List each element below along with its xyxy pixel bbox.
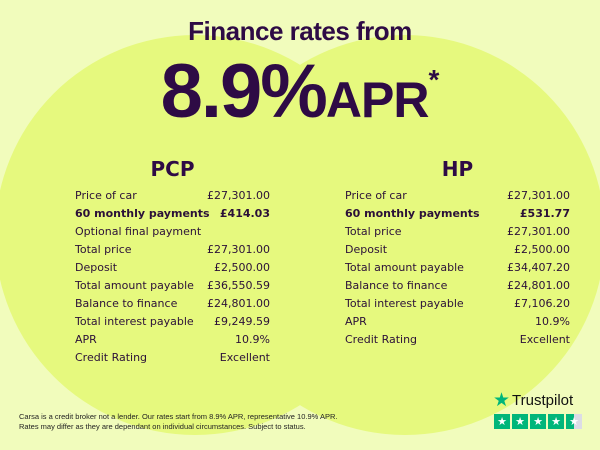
table-row: 60 monthly payments £414.03 [75, 205, 270, 223]
table-row: Price of car £27,301.00 [75, 187, 270, 205]
row-value: £34,407.20 [507, 261, 570, 274]
row-value: £414.03 [219, 207, 270, 220]
row-label: Credit Rating [75, 351, 148, 364]
star-icon: ★ [548, 414, 564, 429]
star-icon: ★ [512, 414, 528, 429]
star-icon: ★ [530, 414, 546, 429]
background-circle-right [205, 35, 600, 435]
row-value: £27,301.00 [207, 189, 270, 202]
row-label: Total price [345, 225, 402, 238]
row-label: APR [345, 315, 367, 328]
row-label: Total interest payable [345, 297, 464, 310]
row-label: 60 monthly payments [345, 207, 480, 220]
pcp-table: PCP Price of car £27,301.00 60 monthly pay… [75, 155, 270, 367]
trustpilot-rating: ★ ★ ★ ★ ★ [494, 414, 582, 429]
table-row: Total price £27,301.00 [75, 241, 270, 259]
table-row: Total amount payable £36,550.59 [75, 277, 270, 295]
star-icon: ★ [494, 414, 510, 429]
table-row: Deposit £2,500.00 [75, 259, 270, 277]
table-row: APR 10.9% [345, 313, 570, 331]
row-value: £531.77 [519, 207, 570, 220]
disclaimer: Carsa is a credit broker not a lender. O… [19, 412, 337, 432]
row-value: £24,801.00 [507, 279, 570, 292]
rate-display: 8.9%APR* [0, 48, 600, 135]
row-value: Excellent [519, 333, 570, 346]
row-label: Total amount payable [345, 261, 464, 274]
hp-title: HP [441, 157, 474, 181]
row-value: £36,550.59 [207, 279, 270, 292]
pcp-title: PCP [150, 157, 195, 181]
row-label: 60 monthly payments [75, 207, 210, 220]
table-row: Balance to finance £24,801.00 [345, 277, 570, 295]
row-value: £27,301.00 [207, 243, 270, 256]
row-value: Excellent [219, 351, 270, 364]
star-icon: ★ [493, 390, 511, 411]
table-row: Optional final payment [75, 223, 270, 241]
table-row: 60 monthly payments £531.77 [345, 205, 570, 223]
trustpilot-badge[interactable]: ★ Trustpilot ★ ★ ★ ★ ★ [493, 389, 582, 429]
disclaimer-line: Rates may differ as they are dependant o… [19, 422, 306, 431]
headline: Finance rates from [188, 16, 412, 46]
row-value: 10.9% [535, 315, 570, 328]
table-row: Total interest payable £9,249.59 [75, 313, 270, 331]
row-label: Optional final payment [75, 225, 202, 238]
table-row: Credit Rating Excellent [75, 349, 270, 367]
hp-table: HP Price of car £27,301.00 60 monthly paym… [345, 155, 570, 349]
row-value: £27,301.00 [507, 225, 570, 238]
row-value: £9,249.59 [214, 315, 270, 328]
row-label: APR [75, 333, 97, 346]
rate-unit: APR [325, 72, 430, 128]
table-row: Price of car £27,301.00 [345, 187, 570, 205]
table-row: Credit Rating Excellent [345, 331, 570, 349]
row-label: Total interest payable [75, 315, 194, 328]
star-icon: ★ [566, 414, 582, 429]
row-label: Deposit [75, 261, 118, 274]
row-label: Total price [75, 243, 132, 256]
table-row: Balance to finance £24,801.00 [75, 295, 270, 313]
table-row: Total interest payable £7,106.20 [345, 295, 570, 313]
rate-footnote-mark: * [428, 64, 440, 95]
table-row: Total amount payable £34,407.20 [345, 259, 570, 277]
row-value: 10.9% [235, 333, 270, 346]
row-label: Deposit [345, 243, 388, 256]
row-label: Total amount payable [75, 279, 194, 292]
row-label: Credit Rating [345, 333, 418, 346]
disclaimer-line: Carsa is a credit broker not a lender. O… [19, 412, 338, 421]
row-value: £2,500.00 [514, 243, 570, 256]
table-row: Total price £27,301.00 [345, 223, 570, 241]
row-label: Balance to finance [345, 279, 448, 292]
table-row: Deposit £2,500.00 [345, 241, 570, 259]
rate-value: 8.9% [160, 49, 328, 134]
row-value: £24,801.00 [207, 297, 270, 310]
row-label: Price of car [75, 189, 137, 202]
row-value: £2,500.00 [214, 261, 270, 274]
row-label: Balance to finance [75, 297, 178, 310]
row-value: £7,106.20 [514, 297, 570, 310]
row-value: £27,301.00 [507, 189, 570, 202]
row-label: Price of car [345, 189, 407, 202]
table-row: APR 10.9% [75, 331, 270, 349]
trustpilot-label: Trustpilot [512, 392, 574, 409]
